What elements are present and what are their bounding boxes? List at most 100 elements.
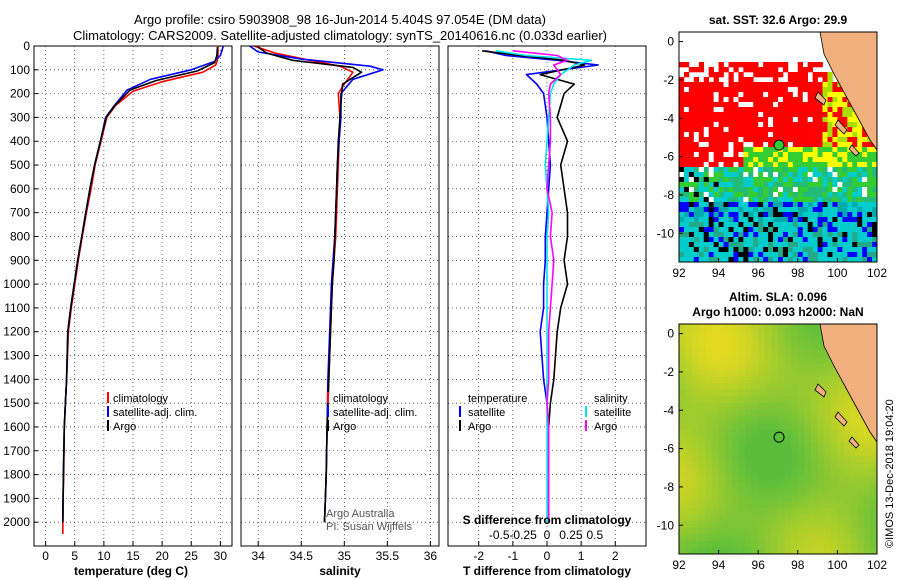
sumatra-land: [819, 324, 877, 443]
sst-cell: [862, 147, 868, 153]
sst-cell: [688, 242, 695, 248]
sla-cell: [857, 455, 865, 463]
sst-cell: [827, 142, 833, 148]
sla-cell: [679, 527, 686, 535]
sst-cell: [827, 117, 833, 123]
sst-cell: [787, 182, 794, 188]
sla-cell: [731, 481, 739, 489]
sst-cell: [713, 157, 719, 163]
sst-cell: [679, 187, 685, 193]
sst-cell: [743, 232, 749, 238]
series-line-salinity-satellite: [495, 50, 593, 523]
sst-cell: [792, 182, 799, 188]
sst-cell: [693, 247, 700, 253]
sst-cell: [857, 152, 863, 158]
sst-cell: [862, 252, 868, 258]
sst-cell: [683, 87, 690, 93]
sst-cell: [787, 72, 794, 78]
y-tick-label: 1300: [3, 349, 30, 363]
sst-cell: [693, 102, 700, 108]
sst-cell: [743, 202, 749, 208]
sla-cell: [712, 416, 719, 423]
legend-swatch-temp-argo: [459, 420, 461, 431]
sst-cell: [683, 232, 690, 238]
sst-cell: [782, 127, 789, 133]
sst-cell: [852, 207, 858, 213]
sst-cell: [768, 227, 774, 233]
sst-cell: [807, 257, 813, 262]
map-y-tick-label: -2: [663, 365, 674, 379]
sst-cell: [792, 237, 799, 243]
sla-cell: [764, 324, 772, 331]
sst-cell: [773, 187, 779, 193]
sla-cell: [817, 416, 825, 423]
sla-cell: [692, 462, 700, 469]
sst-cell: [802, 222, 808, 228]
sla-cell: [791, 330, 799, 338]
sst-cell: [797, 107, 804, 113]
sst-cell: [867, 167, 873, 173]
y-tick-label: 0: [23, 39, 30, 53]
sla-cell: [771, 383, 779, 391]
sst-cell: [763, 147, 769, 153]
map-x-tick-label: 100: [827, 266, 847, 280]
sla-cell: [870, 521, 877, 529]
sst-cell: [847, 152, 853, 158]
sst-cell: [748, 162, 754, 168]
sla-cell: [698, 508, 706, 515]
legend-swatch-argo: [107, 420, 109, 431]
sst-cell: [852, 177, 858, 183]
sst-cell: [679, 147, 685, 153]
sst-cell: [743, 87, 749, 93]
sst-cell: [847, 132, 853, 138]
sla-cell: [804, 501, 812, 509]
sst-cell: [797, 212, 804, 218]
sst-cell: [817, 232, 823, 238]
sst-cell: [822, 232, 828, 238]
sst-cell: [743, 67, 749, 73]
sst-cell: [763, 157, 769, 163]
sst-cell: [723, 117, 729, 123]
sst-cell: [733, 152, 739, 158]
sst-cell: [703, 142, 709, 148]
sla-cell: [731, 448, 739, 456]
sla-cell: [811, 324, 818, 331]
sst-cell: [758, 177, 764, 183]
sst-cell: [812, 122, 818, 128]
sst-cell: [852, 187, 858, 193]
sla-cell: [705, 435, 713, 443]
sla-cell: [718, 508, 726, 515]
sla-cell: [698, 494, 706, 502]
sla-cell: [698, 330, 706, 338]
sst-cell: [782, 187, 789, 193]
sst-cell: [753, 82, 759, 88]
sla-cell: [692, 514, 700, 522]
sst-cell: [718, 157, 724, 163]
sst-cell: [743, 77, 749, 83]
sst-cell: [797, 92, 804, 98]
sla-cell: [811, 521, 818, 529]
sla-cell: [725, 494, 733, 502]
sla-cell: [804, 462, 812, 469]
sst-cell: [867, 182, 873, 188]
sst-cell: [753, 247, 759, 253]
sst-cell: [862, 192, 868, 198]
sla-cell: [797, 521, 805, 529]
sst-cell: [738, 147, 744, 153]
sla-cell: [850, 468, 858, 476]
sst-cell: [733, 207, 739, 213]
sst-cell: [683, 167, 690, 173]
sst-cell: [738, 207, 744, 213]
sst-cell: [773, 162, 779, 168]
sla-cell: [771, 429, 779, 437]
sla-cell: [758, 350, 766, 358]
sst-cell: [842, 97, 848, 103]
sst-cell: [753, 122, 759, 128]
sst-cell: [753, 107, 759, 113]
sst-cell: [728, 227, 734, 233]
sla-cell: [712, 402, 719, 410]
sst-cell: [753, 257, 759, 262]
sst-cell: [832, 217, 838, 223]
x-tick-label: 34: [252, 549, 266, 563]
sla-cell: [791, 337, 799, 345]
